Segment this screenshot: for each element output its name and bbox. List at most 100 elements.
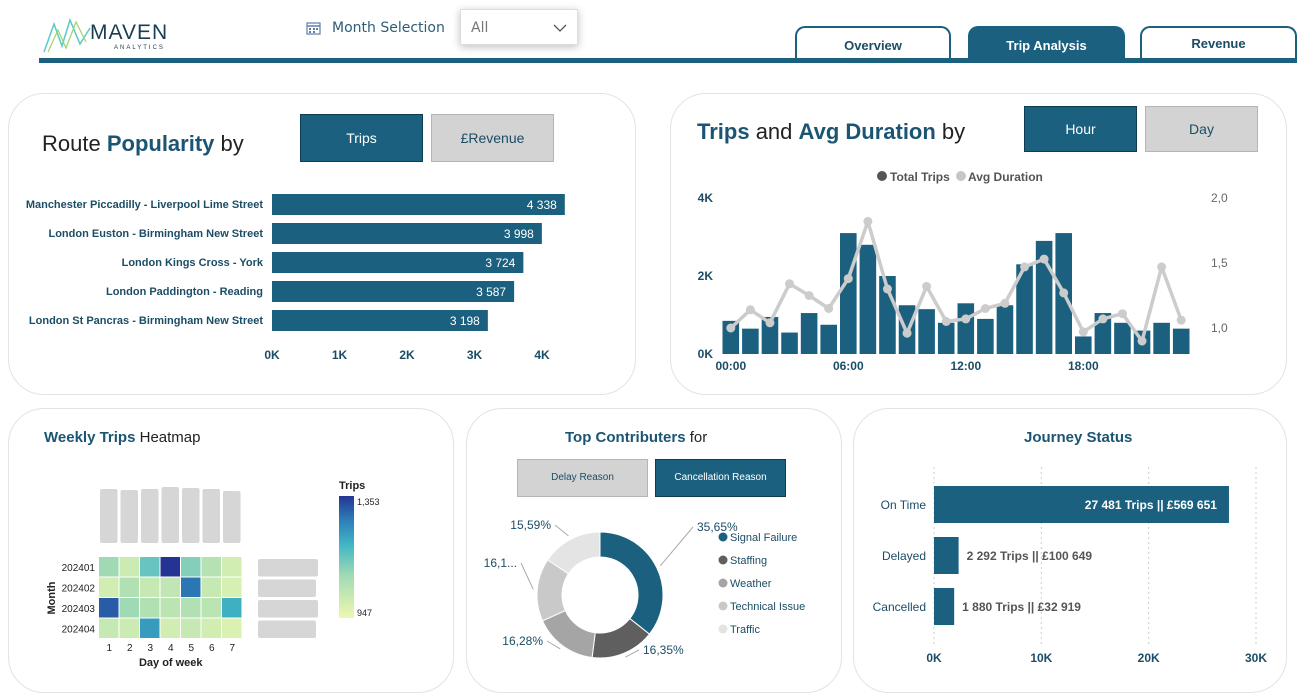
- heatmap-legend-min: 947: [357, 608, 372, 618]
- route-bar: [272, 281, 515, 302]
- route-x-tick: 4K: [534, 348, 550, 362]
- avg-duration-point: [941, 317, 951, 326]
- hourly-trips-bar: [957, 303, 975, 354]
- tab-revenue[interactable]: Revenue: [1140, 26, 1297, 58]
- chevron-down-icon: [553, 24, 567, 32]
- hourly-trips-bar: [937, 322, 955, 354]
- heatmap-cell: [140, 577, 160, 597]
- column-total-placeholder: [141, 489, 159, 543]
- donut-leader-line: [659, 526, 694, 567]
- heatmap-col-label: 2: [127, 643, 133, 654]
- avg-duration-point: [902, 328, 912, 338]
- avg-duration-point: [922, 281, 932, 291]
- column-total-placeholder: [202, 489, 220, 543]
- journey-category-label: On Time: [881, 498, 927, 512]
- trips-x-tick: 18:00: [1068, 359, 1099, 373]
- heatmap-legend-max: 1,353: [357, 497, 380, 507]
- header-divider: [39, 58, 1297, 63]
- heatmap-x-axis-title: Day of week: [139, 657, 203, 669]
- cancellation-reason-button[interactable]: Cancellation Reason: [655, 459, 786, 497]
- donut-legend-label: Weather: [730, 578, 772, 590]
- row-total-placeholder: [258, 559, 318, 577]
- donut-slice: [599, 531, 664, 635]
- heatmap-color-scale: [339, 496, 354, 618]
- hourly-trips-bar: [977, 318, 994, 354]
- trips-toggle-button[interactable]: Trips: [300, 114, 423, 162]
- heatmap-row-label: 202403: [62, 604, 96, 615]
- heatmap-col-label: 7: [229, 643, 235, 654]
- trips-x-tick: 00:00: [715, 359, 746, 373]
- month-dropdown-value: All: [471, 20, 489, 36]
- month-selection: Month Selection: [306, 20, 445, 36]
- legend-total-trips-label: Total Trips: [890, 170, 950, 184]
- duration-y-tick: 1,0: [1211, 321, 1228, 335]
- hourly-trips-bar: [996, 305, 1014, 354]
- heatmap-cell: [222, 557, 242, 577]
- logo-subtitle: ANALYTICS: [114, 45, 165, 51]
- avg-duration-point: [1157, 262, 1167, 272]
- heatmap-y-axis-title: Month: [46, 581, 58, 614]
- journey-value-label: 2 292 Trips || £100 649: [967, 549, 1093, 563]
- donut-legend-marker: [718, 532, 728, 542]
- heatmap-cell: [181, 618, 201, 638]
- contributors-title: Top Contributers for: [565, 429, 708, 446]
- heatmap-cell: [160, 618, 180, 638]
- avg-duration-point: [745, 305, 755, 315]
- donut-legend-marker: [718, 601, 728, 611]
- heatmap-cell: [181, 598, 201, 618]
- heatmap-cell: [160, 598, 180, 618]
- route-x-tick: 0K: [264, 348, 280, 362]
- route-popularity-panel: Route Popularity by Trips £Revenue Manch…: [8, 93, 636, 395]
- avg-duration-point: [804, 291, 814, 300]
- contributors-panel: Top Contributers for Delay Reason Cancel…: [466, 408, 842, 693]
- heatmap-cell: [181, 557, 201, 577]
- month-selection-label: Month Selection: [332, 20, 445, 36]
- journey-category-label: Delayed: [882, 549, 926, 563]
- route-value-label: 3 587: [476, 285, 506, 299]
- donut-legend-label: Traffic: [730, 624, 760, 636]
- donut-legend-marker: [718, 555, 728, 565]
- donut-legend-marker: [718, 624, 728, 634]
- month-dropdown[interactable]: All: [460, 9, 578, 45]
- hourly-trips-bar: [1075, 336, 1092, 354]
- day-toggle-button[interactable]: Day: [1145, 106, 1258, 152]
- donut-legend-label: Staffing: [730, 555, 767, 567]
- route-bar: [272, 194, 565, 215]
- donut-value-label: 16,28%: [502, 634, 543, 648]
- route-title: Route Popularity by: [42, 131, 244, 156]
- trips-x-tick: 12:00: [950, 359, 981, 373]
- avg-duration-point: [1020, 262, 1030, 272]
- revenue-toggle-button[interactable]: £Revenue: [431, 114, 554, 162]
- journey-x-tick: 30K: [1245, 651, 1267, 665]
- heatmap-cell: [99, 557, 119, 577]
- tab-trip-analysis[interactable]: Trip Analysis: [968, 26, 1125, 58]
- journey-bar: [934, 486, 1229, 523]
- route-popularity-chart: Manchester Piccadilly - Liverpool Lime S…: [26, 194, 565, 362]
- hourly-trips-bar: [1172, 328, 1190, 354]
- heatmap-cell: [119, 557, 139, 577]
- route-category-label: London Paddington - Reading: [106, 286, 263, 298]
- heatmap-cell: [201, 577, 221, 597]
- hour-toggle-button[interactable]: Hour: [1024, 106, 1137, 152]
- hourly-trips-bar: [1016, 264, 1033, 354]
- journey-category-label: Cancelled: [873, 600, 926, 614]
- calendar-icon: [306, 22, 321, 35]
- route-value-label: 4 338: [527, 198, 557, 212]
- column-total-placeholder: [182, 488, 200, 543]
- hourly-trips-bar: [781, 332, 798, 354]
- trips-x-tick: 06:00: [833, 359, 864, 373]
- avg-duration-point: [785, 279, 795, 289]
- journey-x-tick: 0K: [926, 651, 942, 665]
- journey-x-tick: 10K: [1030, 651, 1052, 665]
- column-total-placeholder: [100, 489, 118, 543]
- delay-reason-button[interactable]: Delay Reason: [517, 459, 648, 497]
- heatmap-legend-title: Trips: [339, 480, 365, 492]
- avg-duration-point: [1117, 309, 1127, 319]
- route-bar: [272, 223, 542, 244]
- heatmap-col-label: 3: [147, 643, 153, 654]
- trips-duration-chart: Total Trips Avg Duration 0K 2K 4K 1,0 1,5 2,0 00…: [698, 170, 1228, 373]
- heatmap-cell: [119, 598, 139, 618]
- heatmap-cell: [140, 557, 160, 577]
- tab-overview[interactable]: Overview: [795, 26, 951, 58]
- donut-legend-label: Signal Failure: [730, 532, 797, 544]
